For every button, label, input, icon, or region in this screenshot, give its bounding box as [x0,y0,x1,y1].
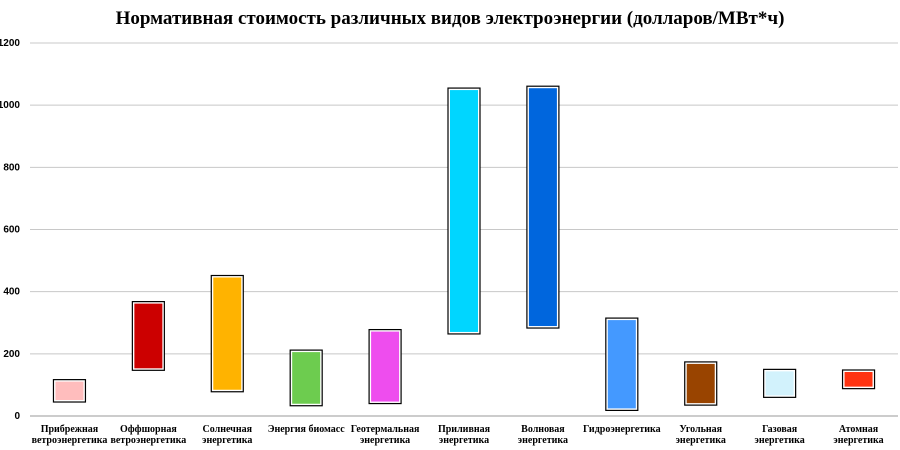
bar-5 [371,331,400,402]
x-category-label: энергетика [755,435,805,446]
bar-10 [765,371,794,396]
x-category-label: Оффшорная [120,424,177,435]
y-tick-label: 1200 [0,38,20,49]
x-category-label: Гидроэнергетика [583,424,661,435]
bar-8 [607,320,636,409]
x-category-label: Волновая [521,424,565,435]
y-tick-label: 400 [3,287,20,298]
y-tick-label: 0 [14,411,20,422]
label-layer: 020040060080010001200Прибрежнаяветроэнер… [0,38,884,446]
y-tick-label: 200 [3,349,20,360]
y-tick-label: 1000 [0,100,20,111]
x-category-label: энергетика [833,435,883,446]
x-category-label: Приливная [438,424,491,435]
y-tick-label: 600 [3,225,20,236]
x-category-label: ветроэнергетика [110,435,186,446]
x-category-label: энергетика [360,435,410,446]
x-category-label: ветроэнергетика [32,435,108,446]
bar-9 [686,363,715,404]
x-category-label: Энергия биомасс [268,424,346,435]
x-category-label: энергетика [676,435,726,446]
bar-layer [52,85,876,412]
bar-2 [134,303,163,369]
x-category-label: энергетика [518,435,568,446]
bar-11 [844,371,873,387]
x-category-label: Газовая [762,424,798,435]
x-category-label: Угольная [679,424,722,435]
bar-1 [55,381,84,401]
y-tick-label: 800 [3,162,20,173]
bar-6 [450,90,478,332]
bar-4 [292,352,321,404]
x-category-label: энергетика [439,435,489,446]
bar-3 [213,277,242,390]
chart-title: Нормативная стоимость различных видов эл… [115,8,785,29]
bar-7 [528,88,557,327]
x-category-label: Солнечная [203,424,253,435]
x-category-label: Прибрежная [41,424,99,435]
x-category-label: энергетика [202,435,252,446]
x-category-label: Атомная [839,424,879,435]
x-category-label: Геотермальная [351,424,420,435]
